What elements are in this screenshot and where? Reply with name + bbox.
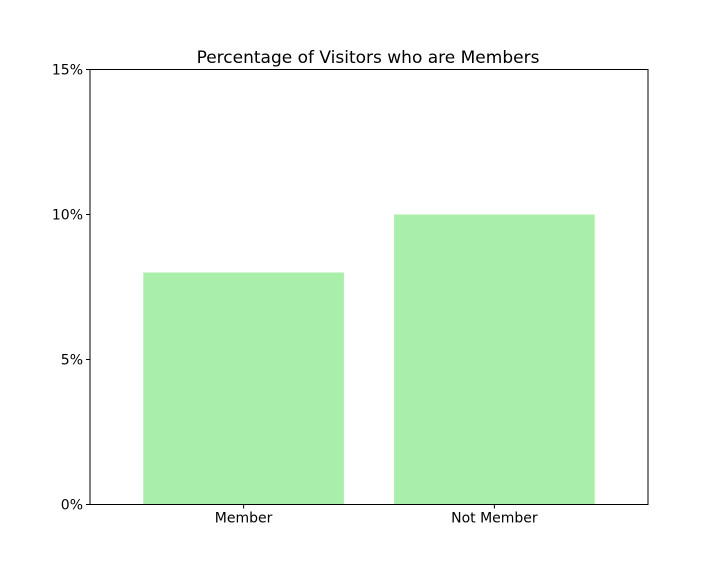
y-tick-label: 10% xyxy=(52,208,83,224)
x-axis: Member Not Member xyxy=(215,504,538,527)
plot-frame xyxy=(89,69,649,505)
y-tick-label: 5% xyxy=(61,353,83,369)
y-tick-label: 15% xyxy=(52,63,83,79)
x-tick-label: Member xyxy=(215,511,273,527)
chart-title: Percentage of Visitors who are Members xyxy=(197,48,540,68)
x-tick-label: Not Member xyxy=(451,511,538,527)
bars-layer xyxy=(143,214,595,505)
bar-not-member xyxy=(394,214,595,505)
y-tick-label: 0% xyxy=(61,498,83,514)
bar-member xyxy=(143,272,344,505)
y-axis: 0% 5% 10% 15% xyxy=(52,63,90,514)
